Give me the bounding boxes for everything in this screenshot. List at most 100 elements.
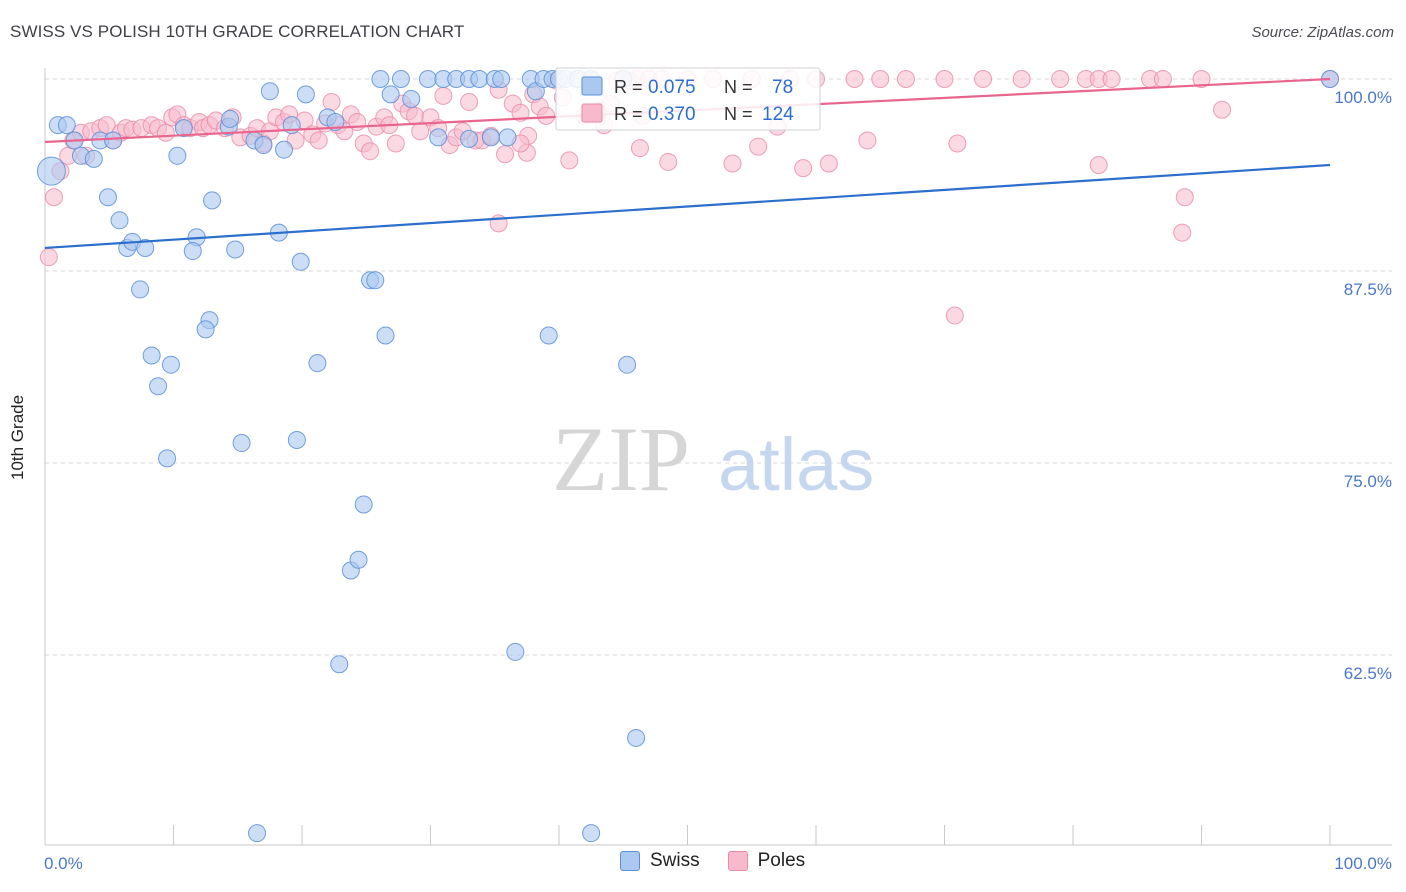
tick-labels: 62.5% 75.0% 87.5% 100.0% 0.0% 100.0% xyxy=(44,88,1392,873)
swiss-point xyxy=(582,824,601,843)
bottom-legend-swiss-swatch xyxy=(620,851,640,871)
source-label: Source: ZipAtlas.com xyxy=(1251,24,1394,41)
poles-point xyxy=(386,134,405,153)
swiss-point xyxy=(460,129,479,148)
y-tick-label: 75.0% xyxy=(1344,472,1392,491)
legend-swiss-n-value: 78 xyxy=(772,77,793,98)
legend-swiss-r-label: R = xyxy=(614,77,643,97)
bottom-legend-swiss[interactable]: Swiss xyxy=(620,850,700,872)
poles-point xyxy=(749,137,768,156)
y-tick-label: 62.5% xyxy=(1344,664,1392,683)
poles-point xyxy=(935,70,954,88)
legend-swiss-n-label: N = xyxy=(724,77,753,97)
watermark-atlas: atlas xyxy=(718,423,874,506)
poles-point xyxy=(945,306,964,325)
legend-poles-n-label: N = xyxy=(724,104,753,124)
poles-point xyxy=(1102,70,1121,88)
swiss-point xyxy=(539,326,558,345)
swiss-point xyxy=(260,82,279,101)
swiss-point xyxy=(429,128,448,147)
poles-point xyxy=(537,106,556,125)
swiss-point xyxy=(492,70,511,88)
poles-point xyxy=(309,131,328,150)
legend-poles-r-label: R = xyxy=(614,104,643,124)
swiss-point xyxy=(418,70,437,88)
bottom-legend-swiss-label: Swiss xyxy=(650,850,700,871)
swiss-point xyxy=(136,238,155,257)
swiss-point xyxy=(287,430,306,449)
swiss-point xyxy=(275,140,294,159)
swiss-point xyxy=(381,85,400,104)
poles-point xyxy=(896,70,915,88)
poles-point xyxy=(97,116,116,135)
swiss-point xyxy=(232,434,251,453)
legend-poles-n-value: 124 xyxy=(762,104,794,125)
poles-point xyxy=(1192,70,1211,88)
swiss-point xyxy=(183,242,202,261)
grid-lines xyxy=(45,78,1392,656)
poles-point xyxy=(1012,70,1031,88)
poles-point xyxy=(511,103,530,122)
swiss-point xyxy=(506,642,525,661)
poles-point xyxy=(819,154,838,173)
swiss-point xyxy=(627,728,646,747)
swiss-point xyxy=(98,188,117,207)
poles-point xyxy=(44,188,63,207)
poles-point xyxy=(974,70,993,88)
swiss-point xyxy=(366,271,385,290)
bottom-legend-poles[interactable]: Poles xyxy=(727,850,806,872)
legend-swatch-poles xyxy=(581,103,603,123)
poles-point xyxy=(156,123,175,142)
swiss-point xyxy=(36,156,66,186)
bottom-legend-poles-label: Poles xyxy=(757,850,806,871)
swiss-point xyxy=(196,320,215,339)
y-tick-label: 100.0% xyxy=(1334,88,1392,107)
poles-point xyxy=(361,142,380,161)
swiss-point xyxy=(110,211,129,230)
legend-swiss-r-value: 0.075 xyxy=(648,77,696,98)
x-tick-label: 0.0% xyxy=(44,854,83,873)
swiss-trend-line xyxy=(44,163,1331,250)
poles-point xyxy=(630,139,649,158)
swiss-point xyxy=(330,655,349,674)
swiss-point xyxy=(203,191,222,210)
poles-point xyxy=(1051,70,1070,88)
swiss-point xyxy=(131,280,150,299)
swiss-point xyxy=(371,70,390,88)
poles-point xyxy=(1089,156,1108,175)
swiss-point xyxy=(391,70,410,88)
poles-point xyxy=(1213,100,1232,119)
poles-point xyxy=(39,248,58,267)
swiss-point xyxy=(326,113,345,132)
swiss-point xyxy=(168,146,187,165)
swiss-point xyxy=(470,70,489,88)
swiss-point xyxy=(57,116,76,135)
swiss-point xyxy=(376,326,395,345)
swiss-point xyxy=(308,354,327,373)
poles-point xyxy=(406,106,425,125)
swiss-point xyxy=(402,89,421,108)
swiss-point xyxy=(158,449,177,468)
swiss-point xyxy=(296,85,315,104)
poles-point xyxy=(1173,223,1192,242)
swiss-point xyxy=(161,355,180,374)
swiss-point xyxy=(226,240,245,259)
poles-point xyxy=(1175,188,1194,207)
poles-point xyxy=(560,151,579,170)
watermark-zip: ZIP xyxy=(552,408,690,510)
poles-point xyxy=(434,86,453,105)
poles-point xyxy=(1153,70,1172,88)
swiss-point xyxy=(498,128,517,147)
swiss-point xyxy=(254,136,273,155)
legend-box: R = 0.075 N = 78 R = 0.370 N = 124 xyxy=(555,67,821,131)
poles-point xyxy=(322,93,341,112)
poles-point xyxy=(845,70,864,88)
y-tick-label: 87.5% xyxy=(1344,280,1392,299)
poles-point xyxy=(659,152,678,171)
swiss-point xyxy=(481,128,500,147)
poles-point xyxy=(794,159,813,178)
swiss-point xyxy=(142,346,161,365)
poles-point xyxy=(871,70,890,88)
swiss-point xyxy=(354,495,373,514)
swiss-point xyxy=(349,550,368,569)
